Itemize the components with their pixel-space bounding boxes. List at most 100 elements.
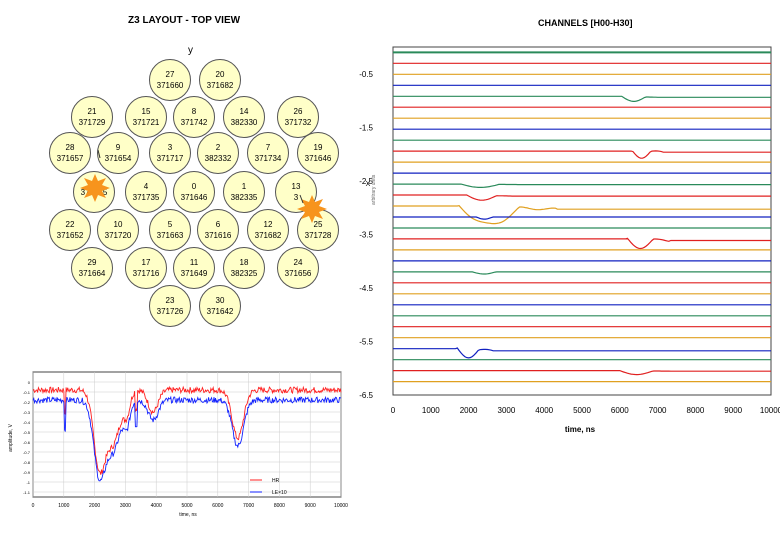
cell-id: 371742: [180, 118, 208, 127]
cell-number: 24: [293, 258, 303, 267]
amplitude-ylabel: amplitude, V: [8, 423, 14, 451]
hex-cell: 19 371646: [297, 132, 339, 174]
channels-ylabel: X: [366, 181, 371, 188]
cell-number: 0: [191, 182, 197, 191]
amplitude-series-line: [32, 395, 342, 482]
cell-id: 382332: [204, 154, 232, 163]
channels-title: CHANNELS [H00-H30]: [538, 18, 633, 28]
cell-id: 371721: [132, 118, 160, 127]
cell-number: 4: [143, 182, 149, 191]
amplitude-xtick-label: 6000: [212, 503, 223, 509]
amplitude-legend: HR LE×10: [250, 478, 287, 496]
amplitude-xtick-label: 4000: [151, 503, 162, 509]
amplitude-xtick-label: 8000: [274, 503, 285, 509]
cell-id: 371652: [56, 231, 84, 240]
hex-cell: 5 371663: [149, 209, 191, 251]
amplitude-xtick-label: 7000: [243, 503, 254, 509]
hex-cell: 22 371652: [49, 209, 91, 251]
amplitude-ytick-label: -0.3: [23, 410, 31, 415]
cell-id: 371656: [284, 269, 312, 278]
channels-xtick-label: 7000: [649, 406, 667, 415]
channels-ytick-label: -3.5: [359, 230, 373, 239]
amplitude-ytick-label: -0.8: [23, 460, 31, 465]
channels-ylabel-tail: arbitrary units: [371, 174, 377, 205]
hex-cell: 20 371682: [199, 59, 241, 101]
amplitude-ytick-label: -0.2: [23, 400, 31, 405]
cell-id: 371660: [156, 81, 184, 90]
channels-xtick-label: 1000: [422, 406, 440, 415]
amplitude-xlabel: time, ns: [179, 512, 197, 518]
amplitude-ytick-label: -1.1: [23, 490, 31, 495]
hex-cell: 26 371732: [277, 96, 319, 138]
cell-number: 14: [239, 107, 249, 116]
cell-number: 21: [87, 107, 97, 116]
hex-cell: 9 371654: [97, 132, 139, 174]
hex-cell: 27 371660: [149, 59, 191, 101]
burst-icon-left: [80, 174, 110, 202]
legend-label-le: LE×10: [272, 490, 287, 496]
cell-number: 25: [313, 220, 323, 229]
channel-trace: [393, 271, 771, 275]
hex-cell: 4 371735: [125, 171, 167, 213]
channels-ytick-label: -4.5: [359, 284, 373, 293]
channels-xtick-label: 9000: [724, 406, 742, 415]
cell-id: 371646: [180, 193, 208, 202]
amplitude-ytick-label: -0.9: [23, 470, 31, 475]
channels-xtick-label: 0: [391, 406, 396, 415]
hex-cell: 24 371656: [277, 247, 319, 289]
amplitude-series-line: [32, 385, 342, 475]
cell-number: 30: [215, 296, 225, 305]
cell-number: 19: [313, 143, 323, 152]
amplitude-xtick-label: 9000: [305, 503, 316, 509]
hex-cell: 15 371721: [125, 96, 167, 138]
channels-xtick-label: 2000: [460, 406, 478, 415]
cell-number: 18: [239, 258, 249, 267]
cell-id: 371682: [206, 81, 234, 90]
amplitude-ytick-label: -0.1: [23, 390, 31, 395]
cell-number: 27: [165, 70, 175, 79]
cell-number: 9: [115, 143, 121, 152]
cell-id: 371663: [156, 231, 184, 240]
hex-cell: 0 371646: [173, 171, 215, 213]
amplitude-xtick-label: 10000: [334, 503, 348, 509]
channels-ytick-label: -6.5: [359, 391, 373, 400]
channel-trace: [393, 347, 771, 359]
cell-number: 7: [265, 143, 271, 152]
cell-id: 371657: [56, 154, 84, 163]
channel-trace: [393, 95, 771, 103]
cell-id: 371646: [304, 154, 332, 163]
cell-id: 382330: [230, 118, 258, 127]
cell-number: 5: [167, 220, 173, 229]
hex-cell: 30 371642: [199, 285, 241, 327]
cell-id: 371616: [204, 231, 232, 240]
hex-cell: 17 371716: [125, 247, 167, 289]
channels-ytick-label: -1.5: [359, 123, 373, 132]
cell-id: 371726: [156, 307, 184, 316]
cell-id: 371682: [254, 231, 282, 240]
cell-number: 11: [189, 258, 199, 267]
hex-cell: 10 371720: [97, 209, 139, 251]
channel-trace: [393, 183, 771, 188]
hex-cell: 23 371726: [149, 285, 191, 327]
marker-tick-2: [299, 194, 304, 204]
cell-id: 371720: [104, 231, 132, 240]
cell-id: 371654: [104, 154, 132, 163]
amplitude-ytick-label: -1: [26, 480, 30, 485]
amplitude-xtick-label: 1000: [58, 503, 69, 509]
cell-number: 3: [167, 143, 173, 152]
cell-number: 29: [87, 258, 97, 267]
channel-trace: [393, 216, 771, 220]
cell-id: 371728: [304, 231, 332, 240]
amplitude-ytick-label: -0.7: [23, 450, 31, 455]
channels-xtick-label: 5000: [573, 406, 591, 415]
channel-trace: [393, 205, 771, 225]
hex-cell: 2 382332: [197, 132, 239, 174]
channel-trace: [393, 370, 771, 376]
hex-cell: 11 371649: [173, 247, 215, 289]
cell-id: 3: [293, 193, 299, 202]
channels-ytick-label: -0.5: [359, 70, 373, 79]
cell-id: 371649: [180, 269, 208, 278]
